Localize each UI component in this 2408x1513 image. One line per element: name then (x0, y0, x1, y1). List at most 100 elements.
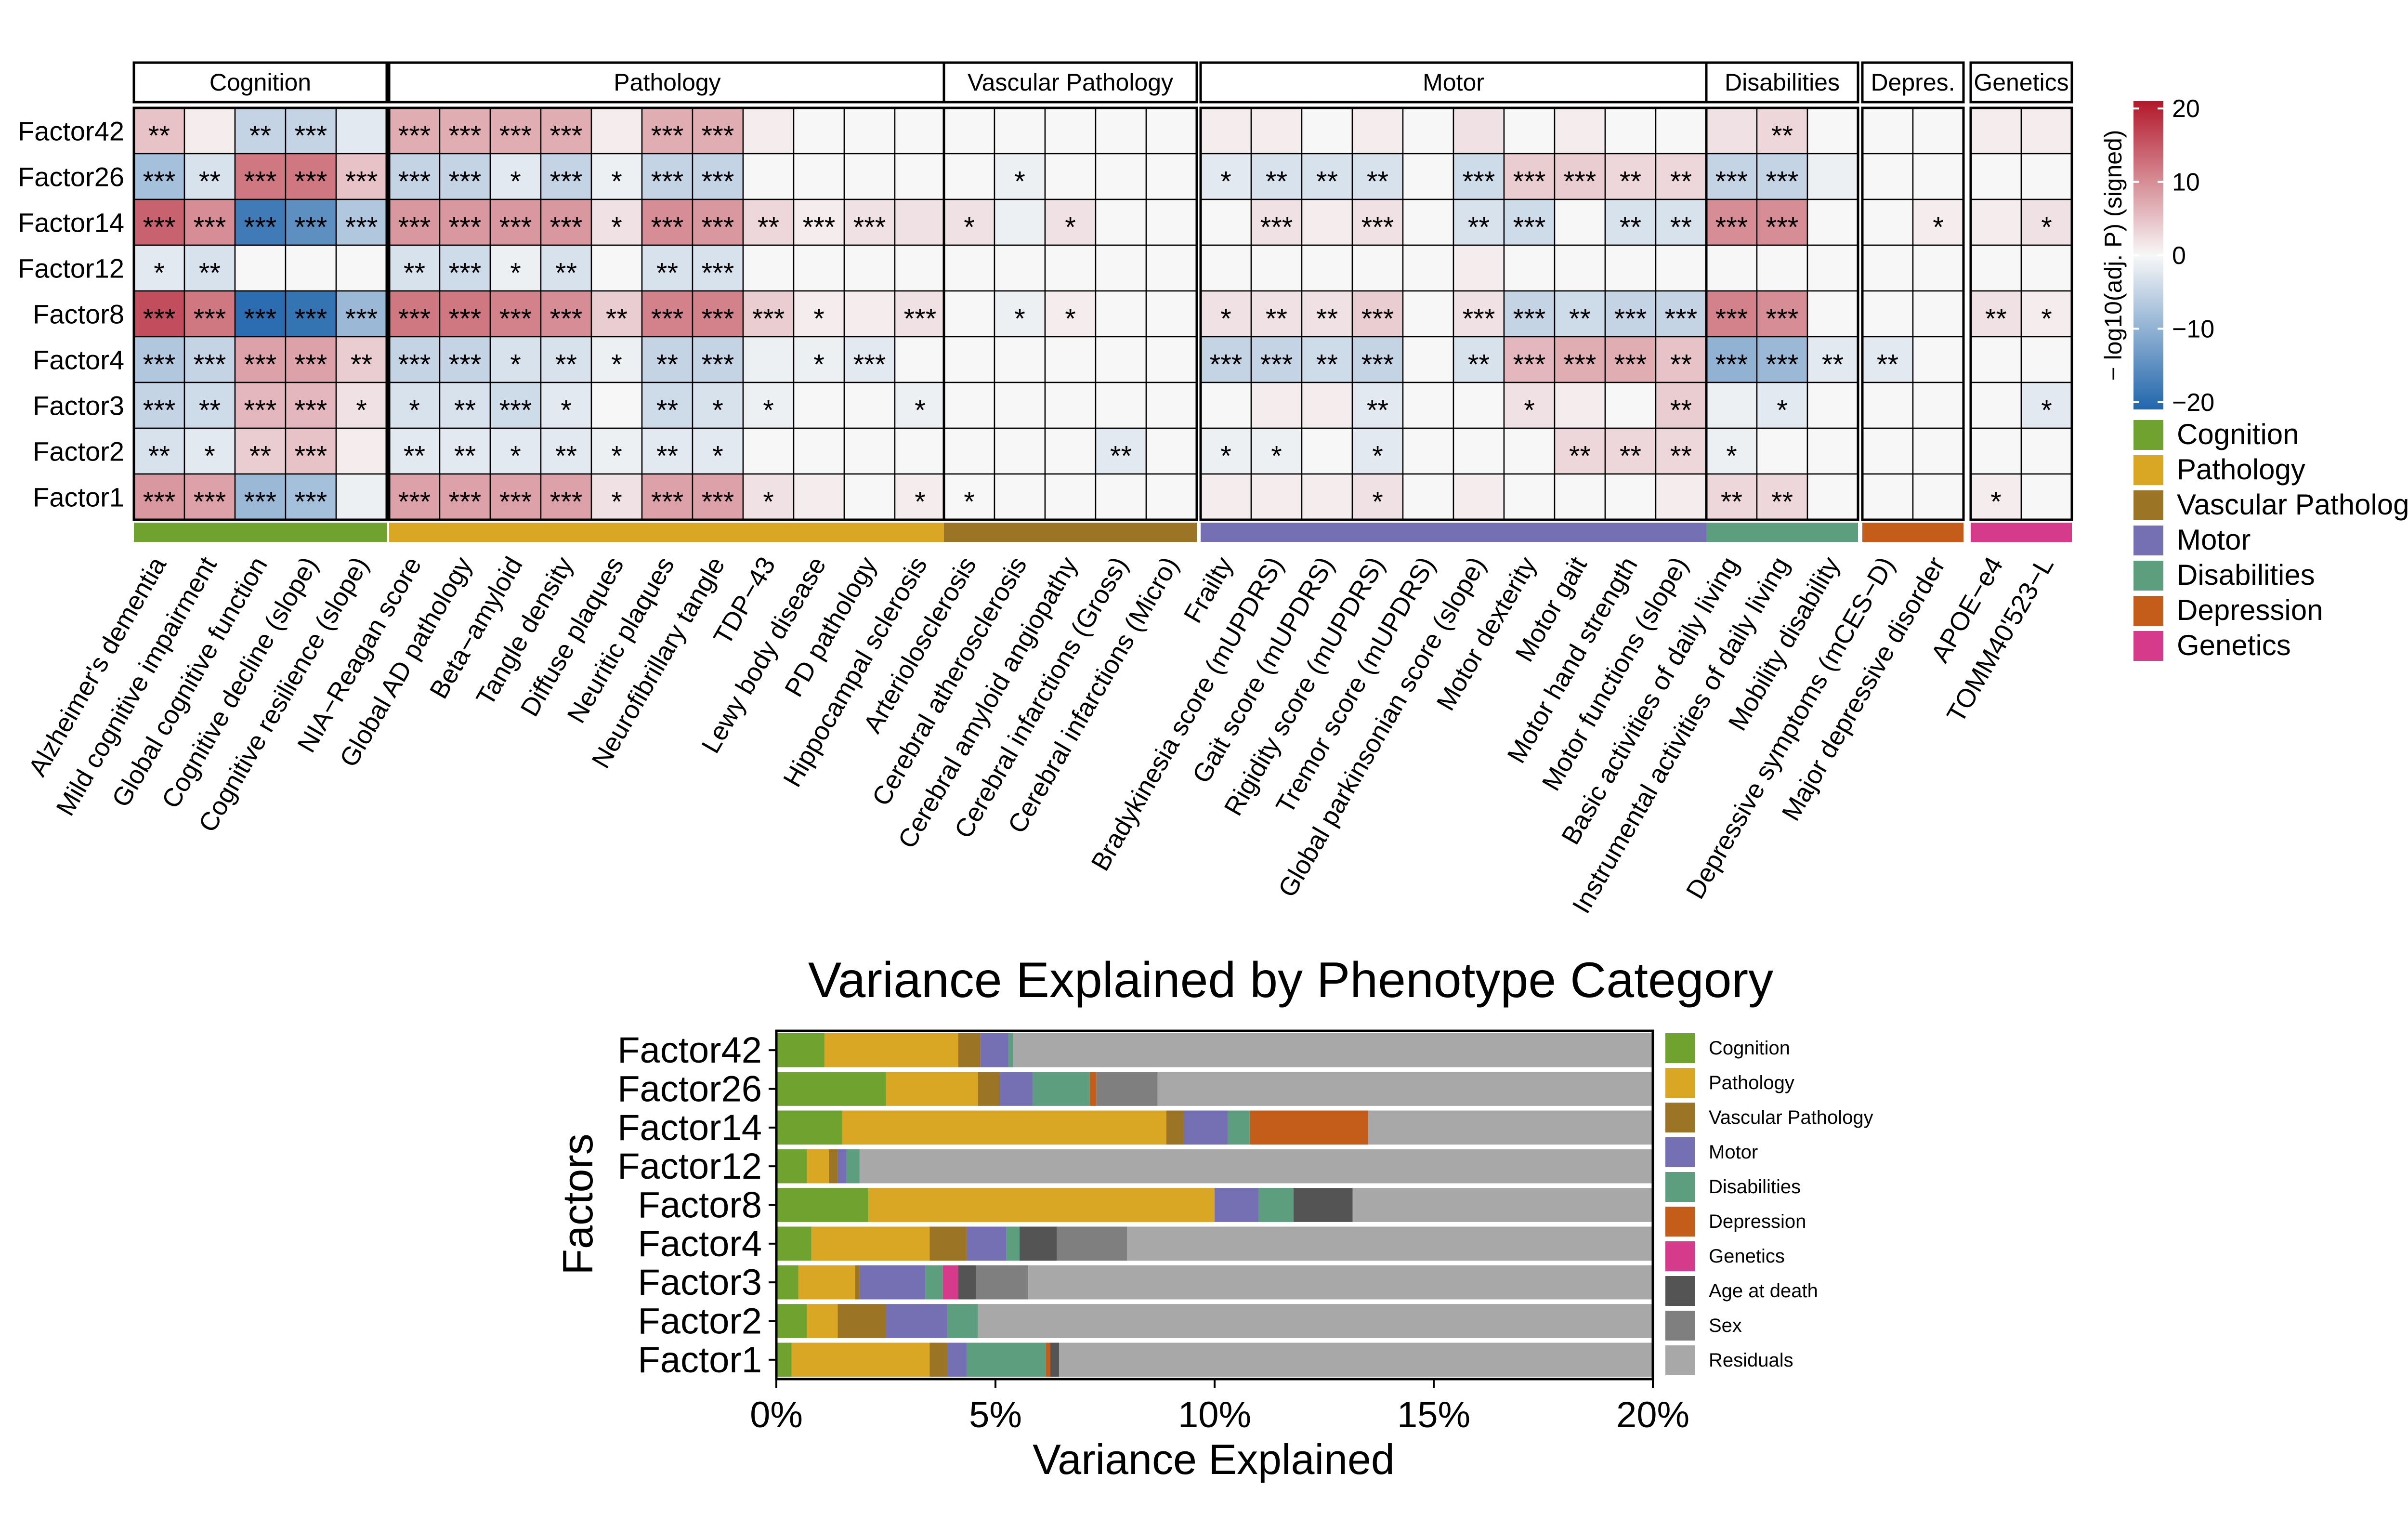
heatmap-cell (335, 107, 388, 155)
significance-stars: * (813, 349, 824, 381)
heatmap-cell (894, 382, 946, 429)
bar-legend-label-genetics: Genetics (1709, 1246, 1785, 1267)
heatmap-cell (439, 427, 491, 475)
legend-label-depression: Depression (2177, 594, 2323, 626)
bar-legend-label-age-at-death: Age at death (1709, 1280, 1818, 1302)
heatmap-cell (183, 336, 236, 383)
significance-stars: *** (295, 349, 327, 381)
significance-stars: ** (606, 303, 628, 335)
significance-stars: *** (651, 120, 684, 152)
heatmap-cell (1970, 107, 2022, 155)
heatmap-cell (1402, 244, 1454, 292)
y-tick-label-factor12: Factor12 (617, 1146, 762, 1187)
heatmap-cell (843, 198, 896, 246)
heatmap-cell (1301, 336, 1353, 383)
significance-stars: *** (550, 166, 583, 197)
bar-factor1-pathology (791, 1342, 930, 1377)
heatmap-cell (1351, 382, 1404, 429)
heatmap-cell (234, 473, 287, 521)
heatmap-cell (1044, 336, 1097, 383)
group-header-motor (1199, 61, 1708, 104)
heatmap-cell (1970, 336, 2022, 383)
significance-stars: ** (1670, 395, 1692, 426)
heatmap-cell (1200, 473, 1252, 521)
heatmap-cell (335, 290, 388, 338)
group-header-label: Vascular Pathology (968, 69, 1173, 96)
heatmap-cell (1806, 198, 1859, 246)
heatmap-cell (894, 107, 946, 155)
bar-factor12-vascular-pathology (829, 1149, 838, 1184)
group-header-label: Disabilities (1725, 69, 1840, 96)
heatmap-cell (1503, 244, 1556, 292)
significance-stars: *** (143, 166, 176, 197)
heatmap-cell (183, 107, 236, 155)
bar-factor3-sex (976, 1265, 1029, 1300)
significance-stars: *** (398, 303, 431, 335)
bar-factor42-disabilities (1008, 1033, 1013, 1067)
heatmap-cell (943, 153, 995, 200)
significance-stars: *** (1766, 212, 1799, 243)
heatmap-cell (1301, 198, 1353, 246)
significance-stars: *** (550, 303, 583, 335)
heatmap-cell (894, 198, 946, 246)
heatmap-cell (1250, 107, 1303, 155)
row-label-factor8: Factor8 (33, 299, 124, 329)
legend-label-motor: Motor (2177, 524, 2251, 556)
significance-stars: *** (1614, 303, 1647, 335)
heatmap-cell (540, 244, 592, 292)
group-header-cognition (132, 61, 388, 104)
phenotype-heatmap: Factor42 Factor26 Factor14 Factor12 Factor8 F… (18, 61, 2073, 918)
heatmap-cell (1604, 107, 1657, 155)
significance-stars: *** (143, 395, 176, 426)
colorbar-label: − log10(adj. P) (signed) (2100, 130, 2127, 381)
heatmap-cell (1145, 107, 1198, 155)
significance-stars: ** (555, 441, 577, 472)
significance-stars: ** (249, 441, 271, 472)
significance-stars: *** (1766, 349, 1799, 381)
colorbar: 20 10 0 −10 −20 − log10(adj. P) (signed) (2100, 95, 2214, 417)
heatmap-cell (489, 244, 542, 292)
significance-stars: *** (244, 487, 277, 518)
bar-factor26-depression (1089, 1072, 1097, 1106)
heatmap-cell (2020, 427, 2073, 475)
heatmap-cell (1301, 107, 1353, 155)
significance-stars: *** (295, 395, 327, 426)
heatmap-cell (1554, 427, 1606, 475)
significance-stars: ** (1670, 212, 1692, 243)
significance-stars: *** (752, 303, 785, 335)
row-label-factor2: Factor2 (33, 436, 124, 467)
category-strip-vascular-pathology (944, 523, 1197, 542)
heatmap-cell (943, 473, 995, 521)
heatmap-cell (943, 336, 995, 383)
heatmap-cell (1402, 336, 1454, 383)
heatmap-cell (1912, 473, 1964, 521)
category-strip-depres (1862, 523, 1963, 542)
heatmap-cell (1806, 336, 1859, 383)
heatmap-cell (335, 244, 388, 292)
heatmap-cell (1912, 427, 1964, 475)
bar-factor8-disabilities (1258, 1188, 1294, 1222)
heatmap-cell (1970, 244, 2022, 292)
legend-label-genetics: Genetics (2177, 629, 2291, 661)
heatmap-cell (489, 290, 542, 338)
heatmap-cell (1250, 427, 1303, 475)
significance-stars: ** (1367, 166, 1388, 197)
heatmap-cell (793, 198, 845, 246)
heatmap-cell (285, 290, 337, 338)
heatmap-cell (1912, 198, 1964, 246)
significance-stars: *** (1614, 349, 1647, 381)
heatmap-cell (1351, 198, 1404, 246)
significance-stars: *** (449, 258, 482, 289)
bar-factor42-motor (980, 1033, 1009, 1067)
heatmap-cell (1705, 107, 1758, 155)
heatmap-cell (439, 336, 491, 383)
heatmap-cell (1095, 336, 1147, 383)
y-tick-label-factor8: Factor8 (638, 1185, 762, 1226)
heatmap-cell (2020, 290, 2073, 338)
significance-stars: ** (1468, 212, 1490, 243)
significance-stars: *** (143, 212, 176, 243)
heatmap-cell (2020, 473, 2073, 521)
heatmap-cell (1912, 382, 1964, 429)
heatmap-cell (1655, 336, 1707, 383)
